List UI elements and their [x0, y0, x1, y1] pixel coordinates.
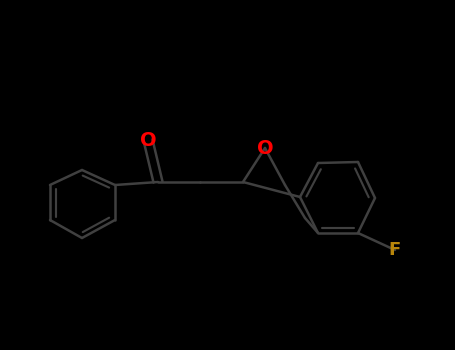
Text: F: F — [389, 241, 401, 259]
Text: O: O — [140, 131, 157, 149]
Text: O: O — [257, 139, 273, 158]
